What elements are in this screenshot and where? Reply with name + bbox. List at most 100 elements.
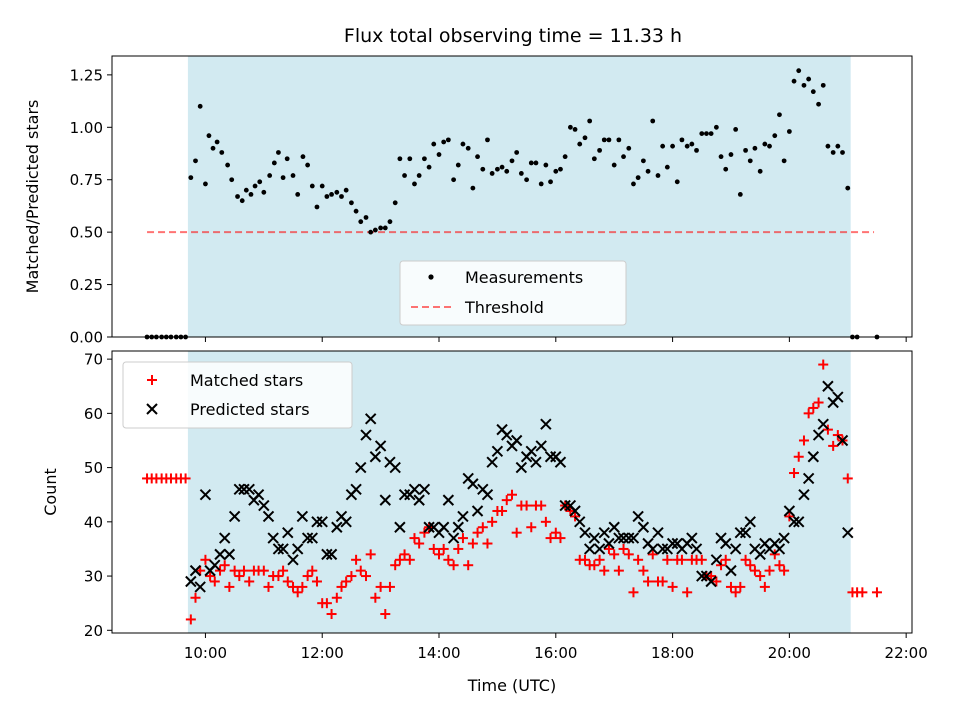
predicted-star-point <box>666 537 679 550</box>
measurement-point <box>343 187 349 193</box>
predicted-star-point <box>185 575 197 588</box>
predicted-star-point <box>608 521 620 533</box>
matched-star-point <box>463 560 474 571</box>
measurement-point <box>261 189 267 195</box>
predicted-star-point <box>842 526 854 539</box>
predicted-star-point <box>408 483 421 495</box>
measurement-point <box>460 141 466 147</box>
predicted-star-point <box>223 548 236 561</box>
predicted-star-point <box>832 391 844 403</box>
measurement-point <box>553 168 559 174</box>
predicted-star-point <box>807 451 820 463</box>
predicted-star-point <box>394 521 406 533</box>
matched-star-point <box>555 533 566 544</box>
matched-star-point <box>438 543 449 554</box>
measurement-point <box>796 68 802 74</box>
predicted-star-point <box>379 494 391 506</box>
matched-star-point <box>613 565 624 576</box>
matched-star-point <box>769 549 780 560</box>
measurement-point <box>382 225 388 231</box>
measurement-point <box>219 150 225 155</box>
predicted-star-point <box>262 510 275 523</box>
y-tick-label: 1.25 <box>70 66 103 84</box>
predicted-star-point <box>296 510 309 523</box>
measurement-point <box>368 229 374 235</box>
predicted-star-point <box>588 532 601 544</box>
predicted-star-point <box>360 429 372 441</box>
matched-star-point <box>643 576 654 587</box>
predicted-star-point <box>569 505 581 517</box>
predicted-star-point <box>535 440 547 452</box>
matched-star-point <box>336 581 347 592</box>
matched-star-point <box>361 571 372 582</box>
matched-star-point <box>263 581 274 592</box>
predicted-star-point <box>437 521 450 533</box>
measurement-point <box>514 150 520 155</box>
bottom-axis-ticks: 20 30 40 50 60 70 10:00 12:00 14:00 16:00 18:00 20:… <box>84 351 928 662</box>
x-tick-label: 16:00 <box>534 644 577 662</box>
matched-star-point <box>696 554 707 565</box>
matched-star-points <box>142 359 882 625</box>
predicted-star-point <box>369 451 382 463</box>
matched-star-point <box>302 571 313 582</box>
matched-star-point <box>448 560 459 571</box>
predicted-star-point <box>471 505 484 517</box>
matched-star-point <box>190 592 201 603</box>
predicted-star-point <box>413 494 425 506</box>
measurement-point <box>363 215 369 220</box>
predicted-star-point <box>321 548 333 561</box>
measurement-point <box>558 166 563 172</box>
legend-marker-matched <box>147 375 157 385</box>
matched-star-point <box>384 581 395 592</box>
matched-star-point <box>667 581 678 592</box>
y-tick-label: 1.00 <box>70 119 103 137</box>
predicted-star-point <box>613 532 625 544</box>
matched-star-point <box>185 614 196 625</box>
matched-star-point <box>477 522 488 533</box>
top-legend-box <box>399 260 627 326</box>
top-axis-ticks: 0.00 0.25 0.50 0.75 1.00 1.25 <box>70 66 907 347</box>
measurement-point <box>655 173 661 178</box>
measurement-point <box>582 135 588 141</box>
matched-star-point <box>536 500 547 511</box>
matched-star-point <box>774 560 785 571</box>
predicted-star-point <box>277 543 289 555</box>
predicted-star-point <box>389 461 401 474</box>
predicted-star-point <box>467 478 479 490</box>
matched-star-point <box>857 587 868 598</box>
measurement-point <box>445 137 451 143</box>
matched-star-point <box>793 451 804 462</box>
x-tick-label: 14:00 <box>417 644 460 662</box>
measurement-point <box>504 168 510 174</box>
predicted-star-point <box>686 532 698 544</box>
measurement-point <box>718 154 724 160</box>
matched-star-point <box>749 565 760 576</box>
measurement-point <box>422 156 427 162</box>
matched-star-point <box>711 576 722 587</box>
measurement-point <box>349 200 354 206</box>
matched-star-point <box>599 565 610 576</box>
measurement-point <box>840 150 845 155</box>
x-tick-label: 12:00 <box>301 644 344 662</box>
predicted-star-point <box>739 526 752 539</box>
predicted-star-point <box>554 456 567 468</box>
measurement-point <box>284 156 290 162</box>
measurement-point <box>431 141 437 147</box>
measurement-point <box>679 137 685 143</box>
predicted-star-point <box>243 483 255 495</box>
measurement-point <box>441 139 447 145</box>
measurement-point <box>280 175 286 181</box>
measurement-point <box>548 179 553 185</box>
x-tick-label: 18:00 <box>651 644 694 662</box>
predicted-star-point <box>583 543 596 555</box>
predicted-star-point <box>252 489 265 501</box>
matched-star-point <box>487 516 498 527</box>
predicted-star-point <box>267 532 279 544</box>
predicted-star-point <box>836 434 849 447</box>
predicted-star-point <box>350 483 362 495</box>
predicted-star-point <box>355 461 367 474</box>
measurement-point <box>733 126 739 132</box>
matched-star-point <box>828 440 839 451</box>
matched-star-point <box>545 533 556 544</box>
measurement-point <box>645 168 651 174</box>
